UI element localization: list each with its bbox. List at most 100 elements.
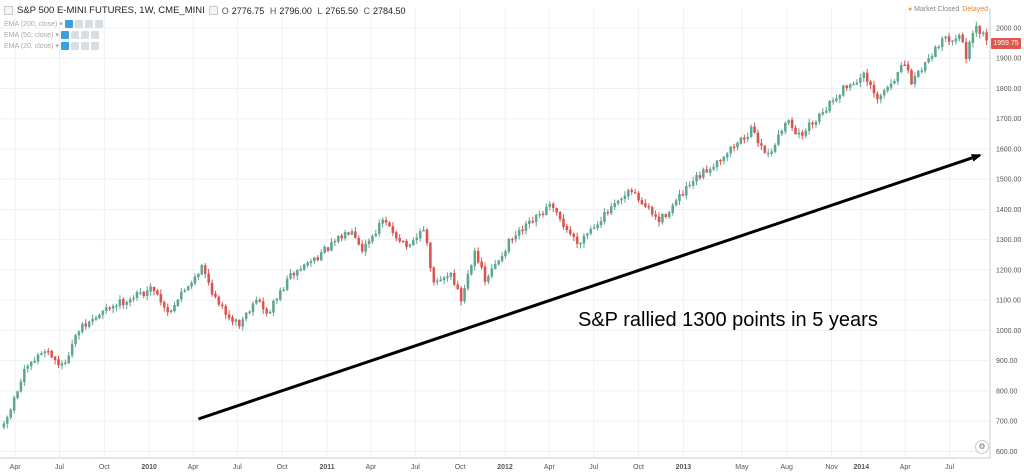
status-dot-icon: ●: [907, 6, 913, 13]
candle-body: [569, 229, 572, 235]
candle-body: [159, 294, 163, 303]
candle-body: [422, 230, 425, 232]
close-icon[interactable]: [90, 31, 99, 39]
gear-icon[interactable]: [80, 31, 89, 39]
candle-body: [630, 189, 633, 193]
candle-body: [954, 38, 958, 42]
close-icon[interactable]: [90, 42, 99, 50]
candle-body: [517, 229, 521, 236]
candle-body: [2, 423, 6, 428]
candle-body: [592, 227, 596, 229]
candle-body: [828, 101, 831, 112]
candle-body: [596, 224, 599, 229]
settings-icon[interactable]: [70, 42, 79, 50]
candle-body: [186, 286, 190, 291]
candle-body: [268, 312, 272, 314]
indicator-ema-50[interactable]: EMA (50, close) ▾: [4, 31, 99, 39]
candle-body: [173, 305, 176, 312]
candle-body: [176, 299, 180, 307]
symbol-title[interactable]: S&P 500 E-MINI FUTURES, 1W, CME_MINI: [17, 5, 205, 16]
candle-body: [551, 203, 555, 208]
eye-icon[interactable]: [60, 31, 69, 39]
gear-icon[interactable]: ⚙: [975, 440, 989, 454]
candle-body: [794, 127, 797, 135]
candle-body: [64, 362, 67, 364]
candle-body: [766, 152, 770, 155]
y-tick-label: 1100.00: [996, 298, 1021, 305]
compare-icon[interactable]: [208, 6, 218, 15]
candle-body: [572, 233, 575, 237]
trend-arrow: [197, 153, 982, 421]
close-icon[interactable]: [94, 20, 103, 28]
candle-body: [599, 221, 603, 226]
candle-body: [773, 144, 777, 152]
candle-body: [19, 381, 23, 392]
candle-body: [319, 252, 323, 261]
candle-body: [616, 200, 620, 204]
candle-body: [565, 226, 569, 231]
candle-body: [650, 206, 654, 215]
candle-body: [664, 214, 668, 218]
candle-body: [261, 301, 265, 310]
candle-body: [46, 351, 50, 353]
candle-body: [951, 40, 954, 43]
y-tick-label: 1300.00: [996, 237, 1021, 244]
collapse-icon[interactable]: [4, 6, 13, 15]
ohlc-readout: O 2776.75 H 2796.00 L 2765.50 C 2784.50: [221, 5, 406, 16]
eye-icon[interactable]: [64, 20, 73, 28]
candle-body: [244, 312, 248, 320]
indicator-ema-20[interactable]: EMA (20, close) ▾: [4, 42, 99, 50]
candle-body: [234, 319, 238, 322]
candle-body: [272, 300, 275, 313]
candle-body: [685, 186, 688, 196]
candle-body: [255, 299, 258, 304]
delayed-badge: Delayed: [962, 6, 988, 13]
y-tick-label: 1800.00: [996, 86, 1021, 93]
candle-body: [705, 169, 709, 173]
indicator-ema-200[interactable]: EMA (200, close) ▾: [4, 20, 103, 28]
candle-body: [118, 299, 122, 307]
settings-icon[interactable]: [74, 20, 83, 28]
candle-body: [640, 199, 644, 205]
candle-body: [507, 238, 511, 252]
candle-body: [480, 261, 483, 268]
eye-icon[interactable]: [60, 42, 69, 50]
candle-body: [169, 310, 173, 312]
candle-body: [53, 356, 57, 361]
candle-body: [135, 292, 139, 298]
candle-body: [777, 134, 780, 145]
candle-body: [384, 220, 388, 223]
settings-icon[interactable]: [70, 31, 79, 39]
candle-body: [258, 299, 262, 302]
last-price-tag: 1959.75: [991, 38, 1021, 49]
candle-body: [231, 317, 234, 322]
candle-body: [115, 305, 118, 308]
indicator-label: EMA (50, close): [4, 31, 54, 39]
candle-body: [125, 301, 128, 305]
chart-annotation: S&P rallied 1300 points in 5 years: [578, 309, 878, 331]
candle-body: [463, 288, 466, 302]
candle-body: [77, 331, 81, 336]
x-tick-label: 2012: [497, 464, 513, 471]
candle-body: [374, 233, 378, 237]
candle-body: [238, 320, 241, 327]
candle-body: [221, 304, 224, 307]
candle-body: [285, 278, 289, 290]
candle-body: [681, 194, 685, 196]
gear-icon[interactable]: [84, 20, 93, 28]
candle-body: [961, 34, 964, 42]
candle-body: [855, 82, 859, 85]
candle-body: [985, 32, 988, 41]
x-tick-label: 2010: [141, 464, 157, 471]
candle-body: [432, 267, 436, 283]
candle-body: [872, 84, 876, 94]
candle-body: [964, 42, 968, 59]
candle-body: [248, 311, 251, 313]
y-tick-label: 2000.00: [996, 25, 1021, 32]
candle-body: [719, 159, 722, 162]
gear-icon[interactable]: [80, 42, 89, 50]
candle-body: [722, 156, 726, 162]
candle-body: [227, 314, 231, 319]
x-tick-label: Oct: [455, 464, 466, 471]
